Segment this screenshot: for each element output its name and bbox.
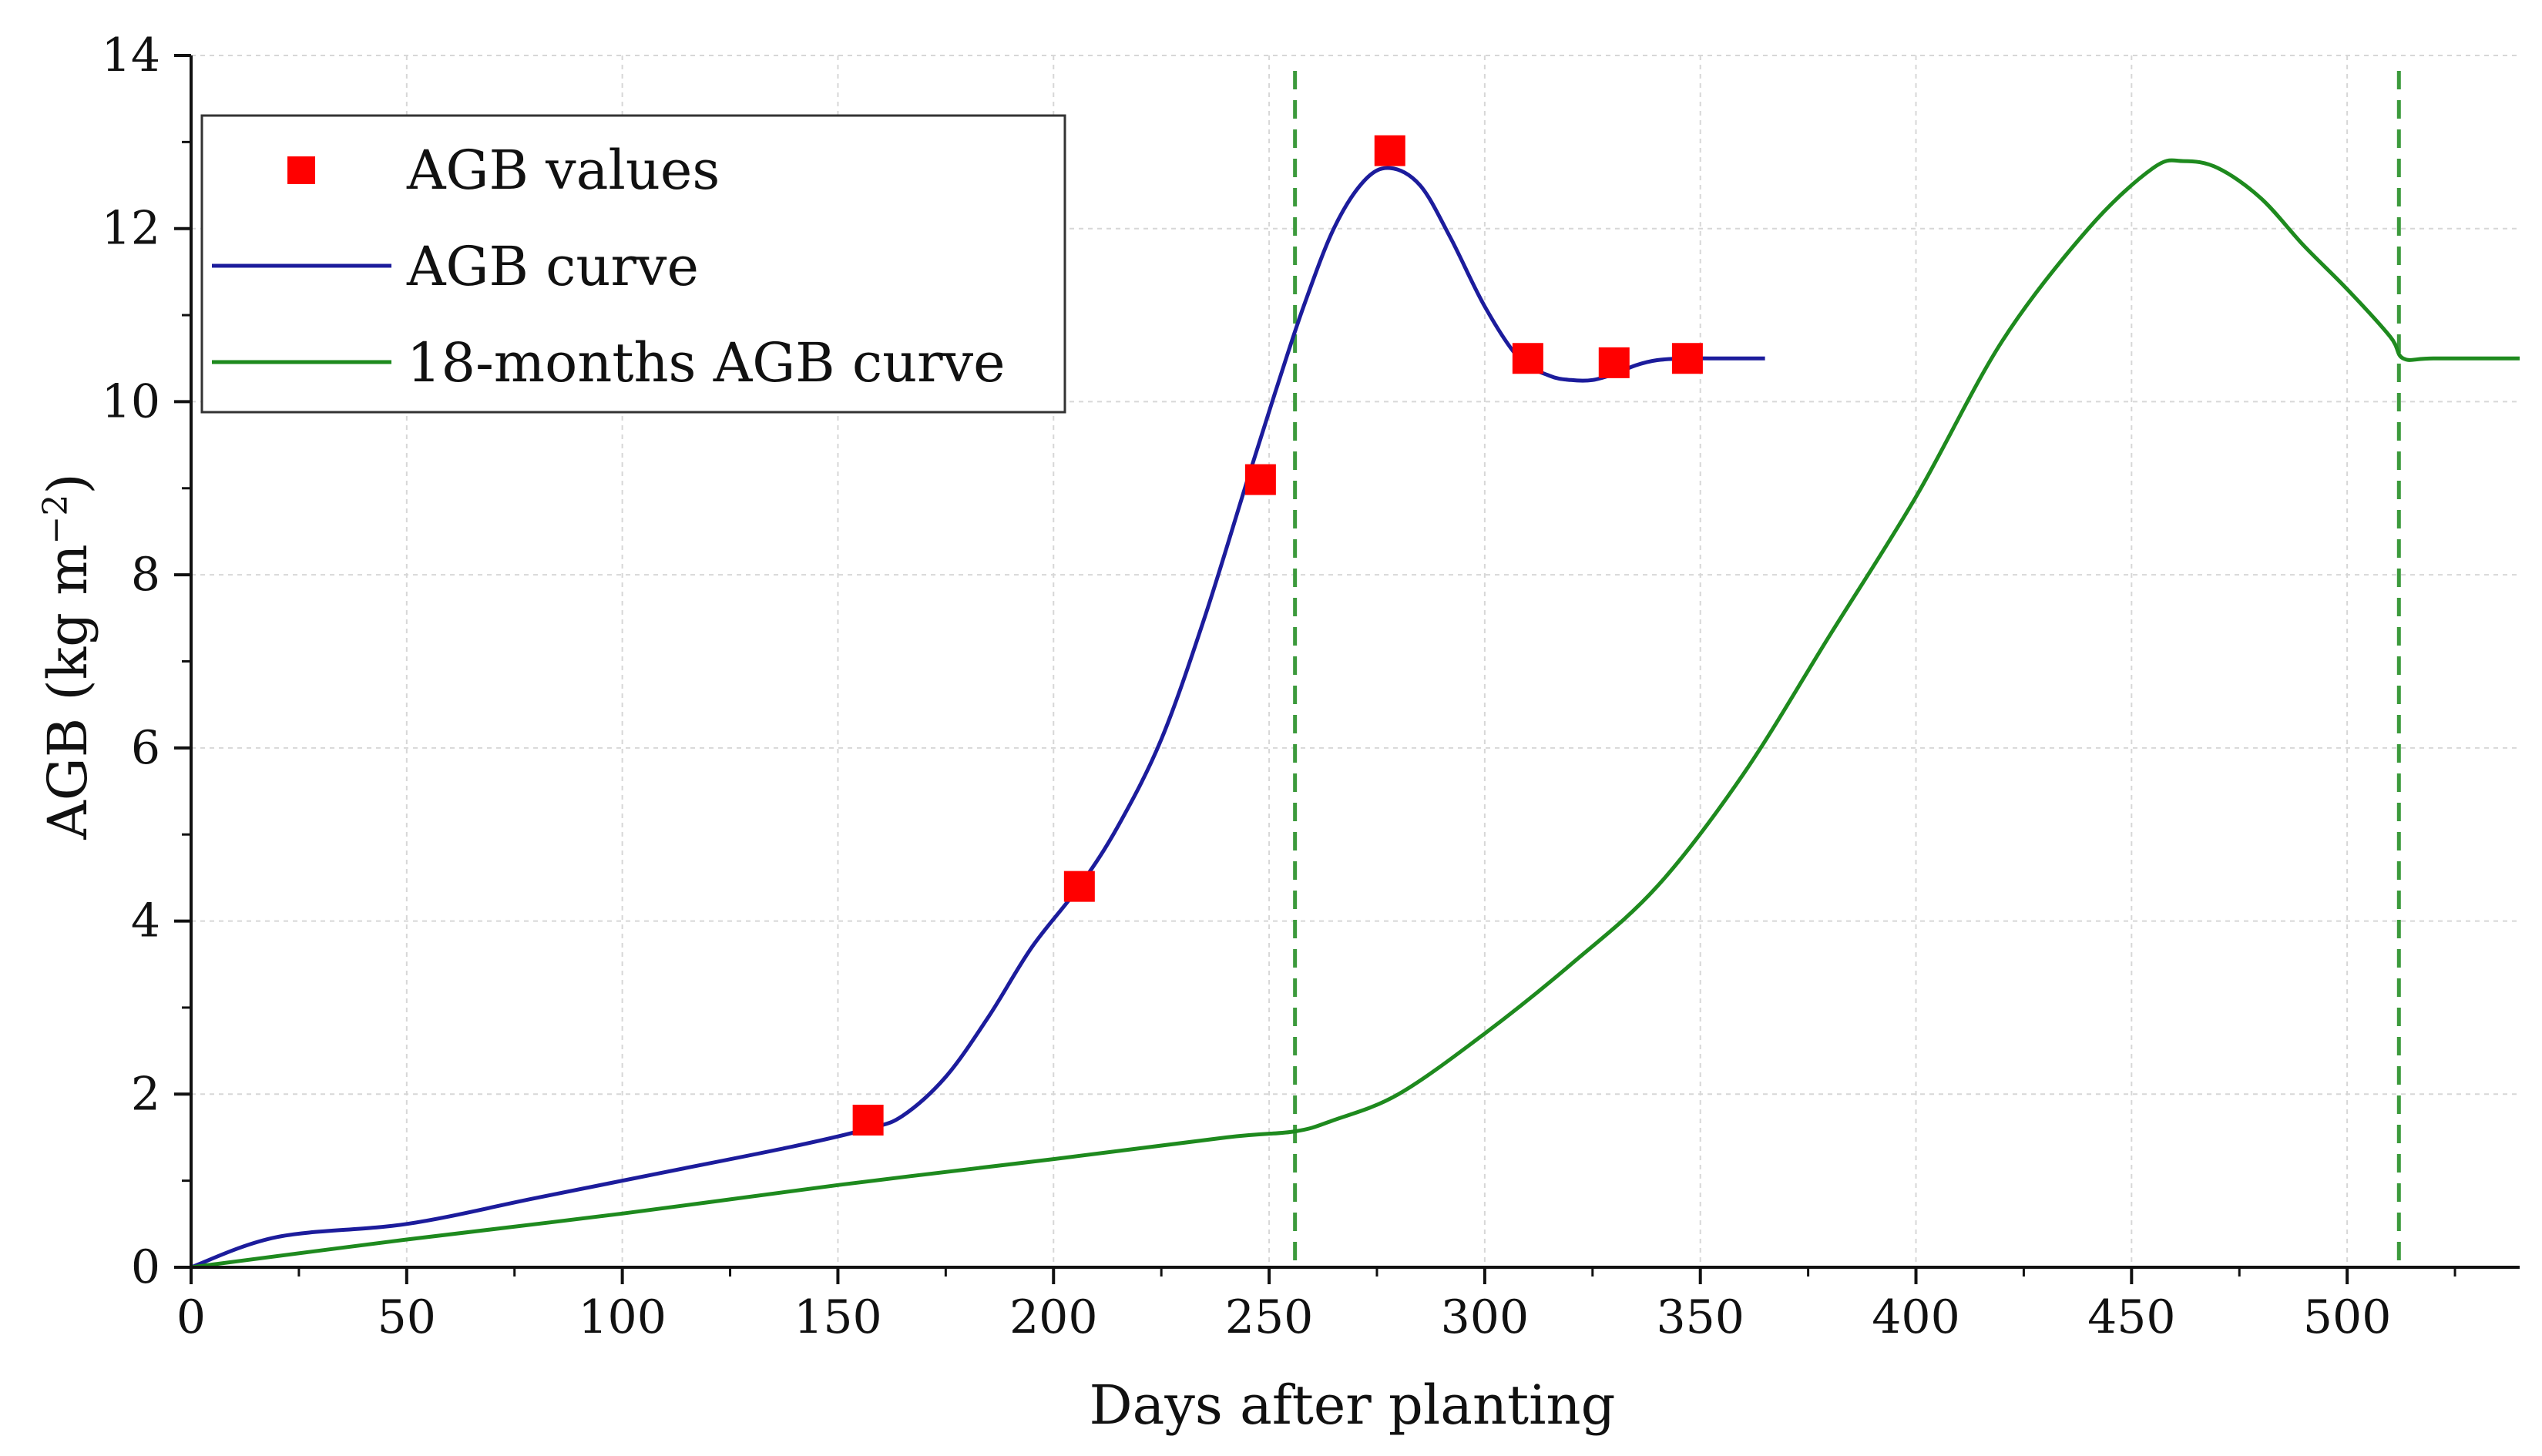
legend-marker-agb-values [287,156,315,184]
y-axis-title-close: ) [36,473,99,494]
data-point-agb-values [1598,347,1630,378]
y-axis-title-main: AGB (kg m [36,544,99,840]
y-tick-label: 12 [102,202,160,256]
legend: AGB values AGB curve 18-months AGB curve [200,114,1066,414]
x-tick-label: 100 [578,1290,667,1344]
y-tick-label: 14 [102,29,160,82]
data-point-agb-values [852,1104,884,1136]
x-tick-label: 400 [1872,1290,1960,1344]
x-axis-title: Days after planting [1090,1374,1616,1437]
series-line-agb-curve [190,166,1765,1270]
data-point-agb-values [1063,871,1095,902]
y-tick-label: 2 [131,1067,160,1121]
grid [191,55,2520,1267]
y-tick-label: 6 [131,721,160,775]
y-tick-label: 0 [131,1240,160,1294]
data-point-agb-values [1374,135,1405,166]
data-point-agb-values [1244,464,1276,495]
vertical-markers [1293,71,2401,1267]
tick-labels: 0 50 100 150 200 250 300 350 400 450 500 0 2 4 6 8 10 12 1… [102,29,2392,1344]
series-line-18-months-agb-curve [190,158,2520,1270]
x-tick-label: 300 [1441,1290,1530,1344]
y-tick-label: 8 [131,548,160,602]
legend-label-agb-values: AGB values [406,139,720,202]
y-tick-label: 10 [102,374,160,428]
x-tick-label: 350 [1656,1290,1744,1344]
y-axis-title: AGB (kg m−2) [36,473,100,840]
x-tick-label: 450 [2087,1290,2176,1344]
data-point-agb-values [1512,343,1543,374]
axes [174,54,2520,1284]
series [190,135,2520,1270]
x-tick-label: 500 [2303,1290,2392,1344]
data-point-agb-values [1671,343,1703,374]
x-tick-label: 200 [1009,1290,1098,1344]
y-tick-label: 4 [131,894,160,948]
legend-label-agb-curve: AGB curve [406,235,699,298]
x-tick-label: 0 [176,1290,206,1344]
x-tick-label: 150 [794,1290,882,1344]
legend-label-18-months-agb-curve: 18-months AGB curve [407,331,1006,394]
x-tick-label: 50 [378,1290,436,1344]
y-axis-title-sup: −2 [36,495,76,545]
x-tick-label: 250 [1225,1290,1314,1344]
